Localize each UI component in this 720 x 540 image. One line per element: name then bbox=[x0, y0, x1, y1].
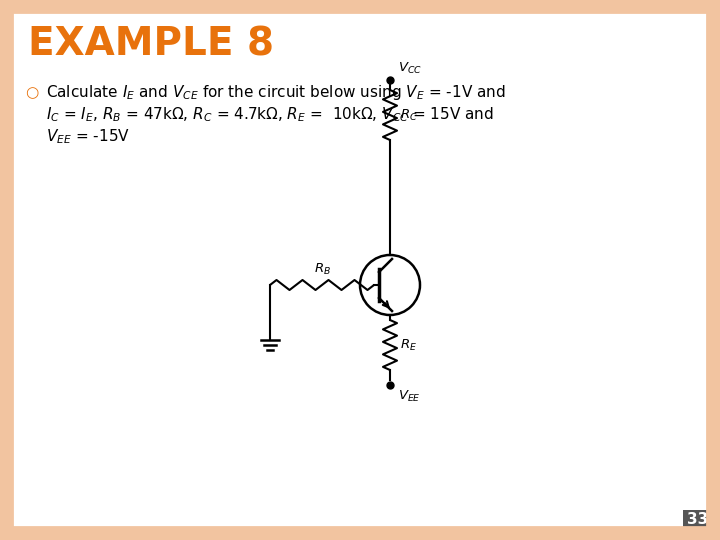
Text: 33: 33 bbox=[688, 512, 708, 528]
Text: $V_{EE}$ = -15V: $V_{EE}$ = -15V bbox=[46, 127, 130, 146]
FancyBboxPatch shape bbox=[683, 510, 713, 530]
Text: $R_B$: $R_B$ bbox=[313, 262, 330, 277]
Text: ○: ○ bbox=[25, 85, 38, 100]
Text: Calculate $I_E$ and $V_{CE}$ for the circuit below using $V_E$ = -1V and: Calculate $I_E$ and $V_{CE}$ for the cir… bbox=[46, 83, 505, 102]
Text: 09/11/2020: 09/11/2020 bbox=[706, 210, 716, 270]
Text: $R_E$: $R_E$ bbox=[400, 338, 417, 353]
Text: $V_{CC}$: $V_{CC}$ bbox=[398, 61, 422, 76]
Text: $I_C$ = $I_E$, $R_B$ = 47k$\Omega$, $R_C$ = 4.7k$\Omega$, $R_E$ =  10k$\Omega$, : $I_C$ = $I_E$, $R_B$ = 47k$\Omega$, $R_C… bbox=[46, 105, 494, 124]
Text: $R_C$: $R_C$ bbox=[400, 107, 418, 123]
Text: $V_{EE}$: $V_{EE}$ bbox=[398, 389, 420, 404]
Text: EXAMPLE 8: EXAMPLE 8 bbox=[28, 25, 274, 63]
